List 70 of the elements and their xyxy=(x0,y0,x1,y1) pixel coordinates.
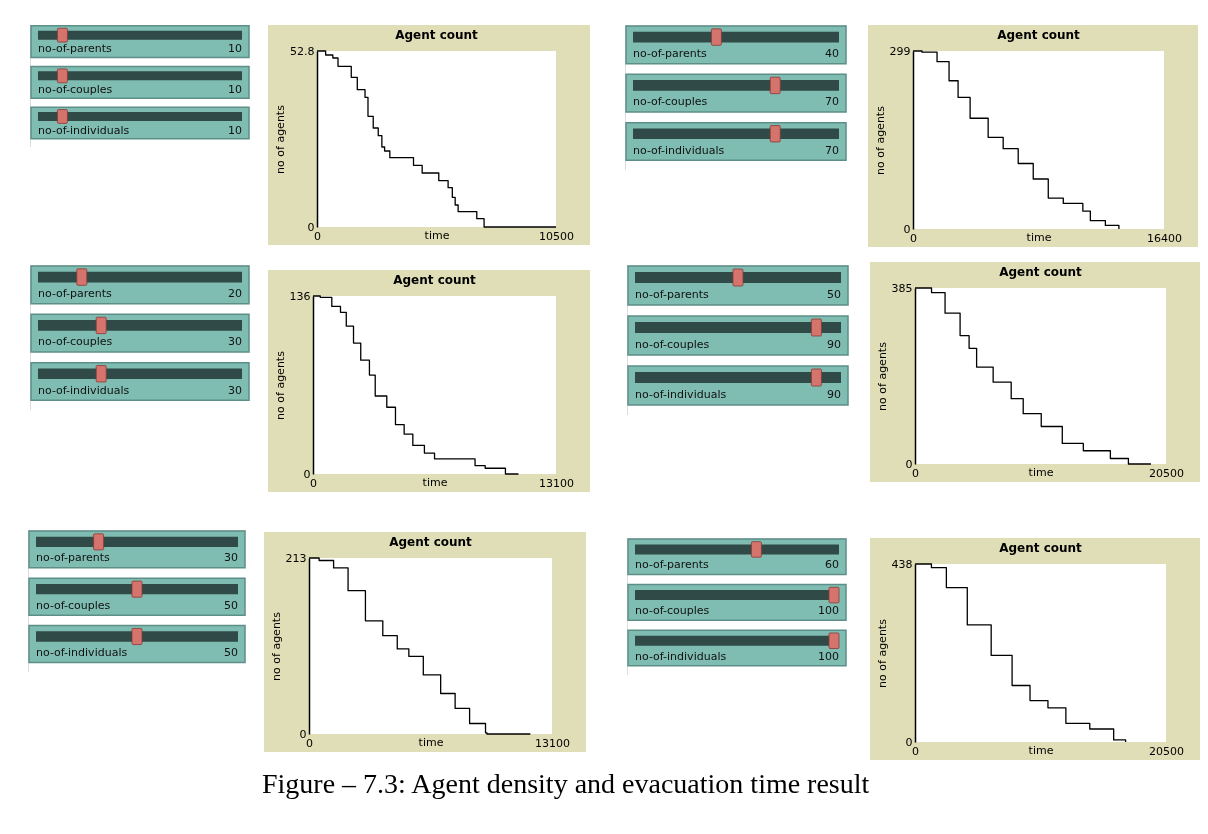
data-label: 20 xyxy=(228,287,242,300)
category-label: no-of-individuals xyxy=(38,383,130,397)
y-axis-title: no of agents xyxy=(274,104,288,174)
y-tick-label: 0 xyxy=(905,457,913,471)
x-axis-title: time xyxy=(1026,230,1052,244)
data-label: 90 xyxy=(827,388,841,401)
x-axis-title: time xyxy=(1028,465,1054,479)
category-label: no-of-individuals xyxy=(633,143,725,157)
chart-title: Agent count xyxy=(997,28,1081,42)
data-label: 50 xyxy=(224,598,238,612)
x-tick-label: 13100 xyxy=(535,736,570,750)
x-tick-label: 20500 xyxy=(1149,744,1184,758)
data-label: 100 xyxy=(818,649,839,663)
category-label: no-of-individuals xyxy=(635,388,727,401)
x-axis-title: time xyxy=(424,228,450,242)
chart-title: Agent count xyxy=(393,273,477,287)
x-axis-title: time xyxy=(1028,743,1054,757)
category-label: no-of-parents xyxy=(38,287,113,300)
y-tick-label: 0 xyxy=(299,727,307,741)
chart-title: Agent count xyxy=(999,265,1083,279)
category-label: no-of-couples xyxy=(38,83,113,97)
x-tick-label: 16400 xyxy=(1147,231,1182,245)
y-axis-title: no of agents xyxy=(875,618,889,688)
data-label: 10 xyxy=(228,83,242,97)
category-label: no-of-couples xyxy=(38,335,113,349)
data-label: 100 xyxy=(818,604,839,618)
x-tick-label: 10500 xyxy=(539,229,574,243)
category-label: no-of-individuals xyxy=(38,123,130,137)
y-axis-title: no of agents xyxy=(875,341,889,411)
chart-title: Agent count xyxy=(999,541,1083,555)
data-label: 30 xyxy=(228,383,242,397)
y-axis-title: no of agents xyxy=(273,350,287,420)
x-tick-label: 13100 xyxy=(539,476,574,490)
chart-title: Agent count xyxy=(389,535,473,549)
y-tick-label: 213 xyxy=(285,551,307,565)
data-label: 90 xyxy=(827,338,841,351)
chart-title: Agent count xyxy=(395,28,479,42)
x-axis-title: time xyxy=(418,735,444,749)
y-tick-label: 299 xyxy=(889,44,911,58)
y-tick-label: 52.8 xyxy=(290,44,315,58)
data-label: 40 xyxy=(825,47,839,60)
category-label: no-of-parents xyxy=(635,288,710,301)
category-label: no-of-couples xyxy=(635,338,710,351)
data-label: 30 xyxy=(228,335,242,349)
y-tick-label: 136 xyxy=(289,289,311,303)
data-label: 60 xyxy=(825,558,839,572)
data-label: 50 xyxy=(224,646,238,660)
category-label: no-of-parents xyxy=(635,558,710,572)
text: Figure – 7.3: Agent density and evacuation time result xyxy=(262,768,871,800)
data-label: 30 xyxy=(224,551,238,565)
data-label: 70 xyxy=(825,95,839,109)
data-label: 10 xyxy=(228,123,242,137)
category-label: no-of-parents xyxy=(36,551,111,565)
category-label: no-of-individuals xyxy=(36,646,128,660)
category-label: no-of-parents xyxy=(38,42,113,56)
x-axis-title: time xyxy=(422,475,448,489)
y-axis-title: no of agents xyxy=(873,105,887,175)
data-label: 70 xyxy=(825,143,839,157)
category-label: no-of-individuals xyxy=(635,649,727,663)
category-label: no-of-couples xyxy=(633,95,708,109)
x-tick-label: 20500 xyxy=(1149,466,1184,480)
y-axis-title: no of agents xyxy=(269,611,283,681)
y-tick-label: 438 xyxy=(891,557,913,571)
data-label: 50 xyxy=(827,288,841,301)
category-label: no-of-parents xyxy=(633,47,708,60)
category-label: no-of-couples xyxy=(635,604,710,618)
category-label: no-of-couples xyxy=(36,598,111,612)
y-tick-label: 385 xyxy=(891,281,913,295)
y-tick-label: 0 xyxy=(307,220,315,234)
data-label: 10 xyxy=(228,42,242,56)
